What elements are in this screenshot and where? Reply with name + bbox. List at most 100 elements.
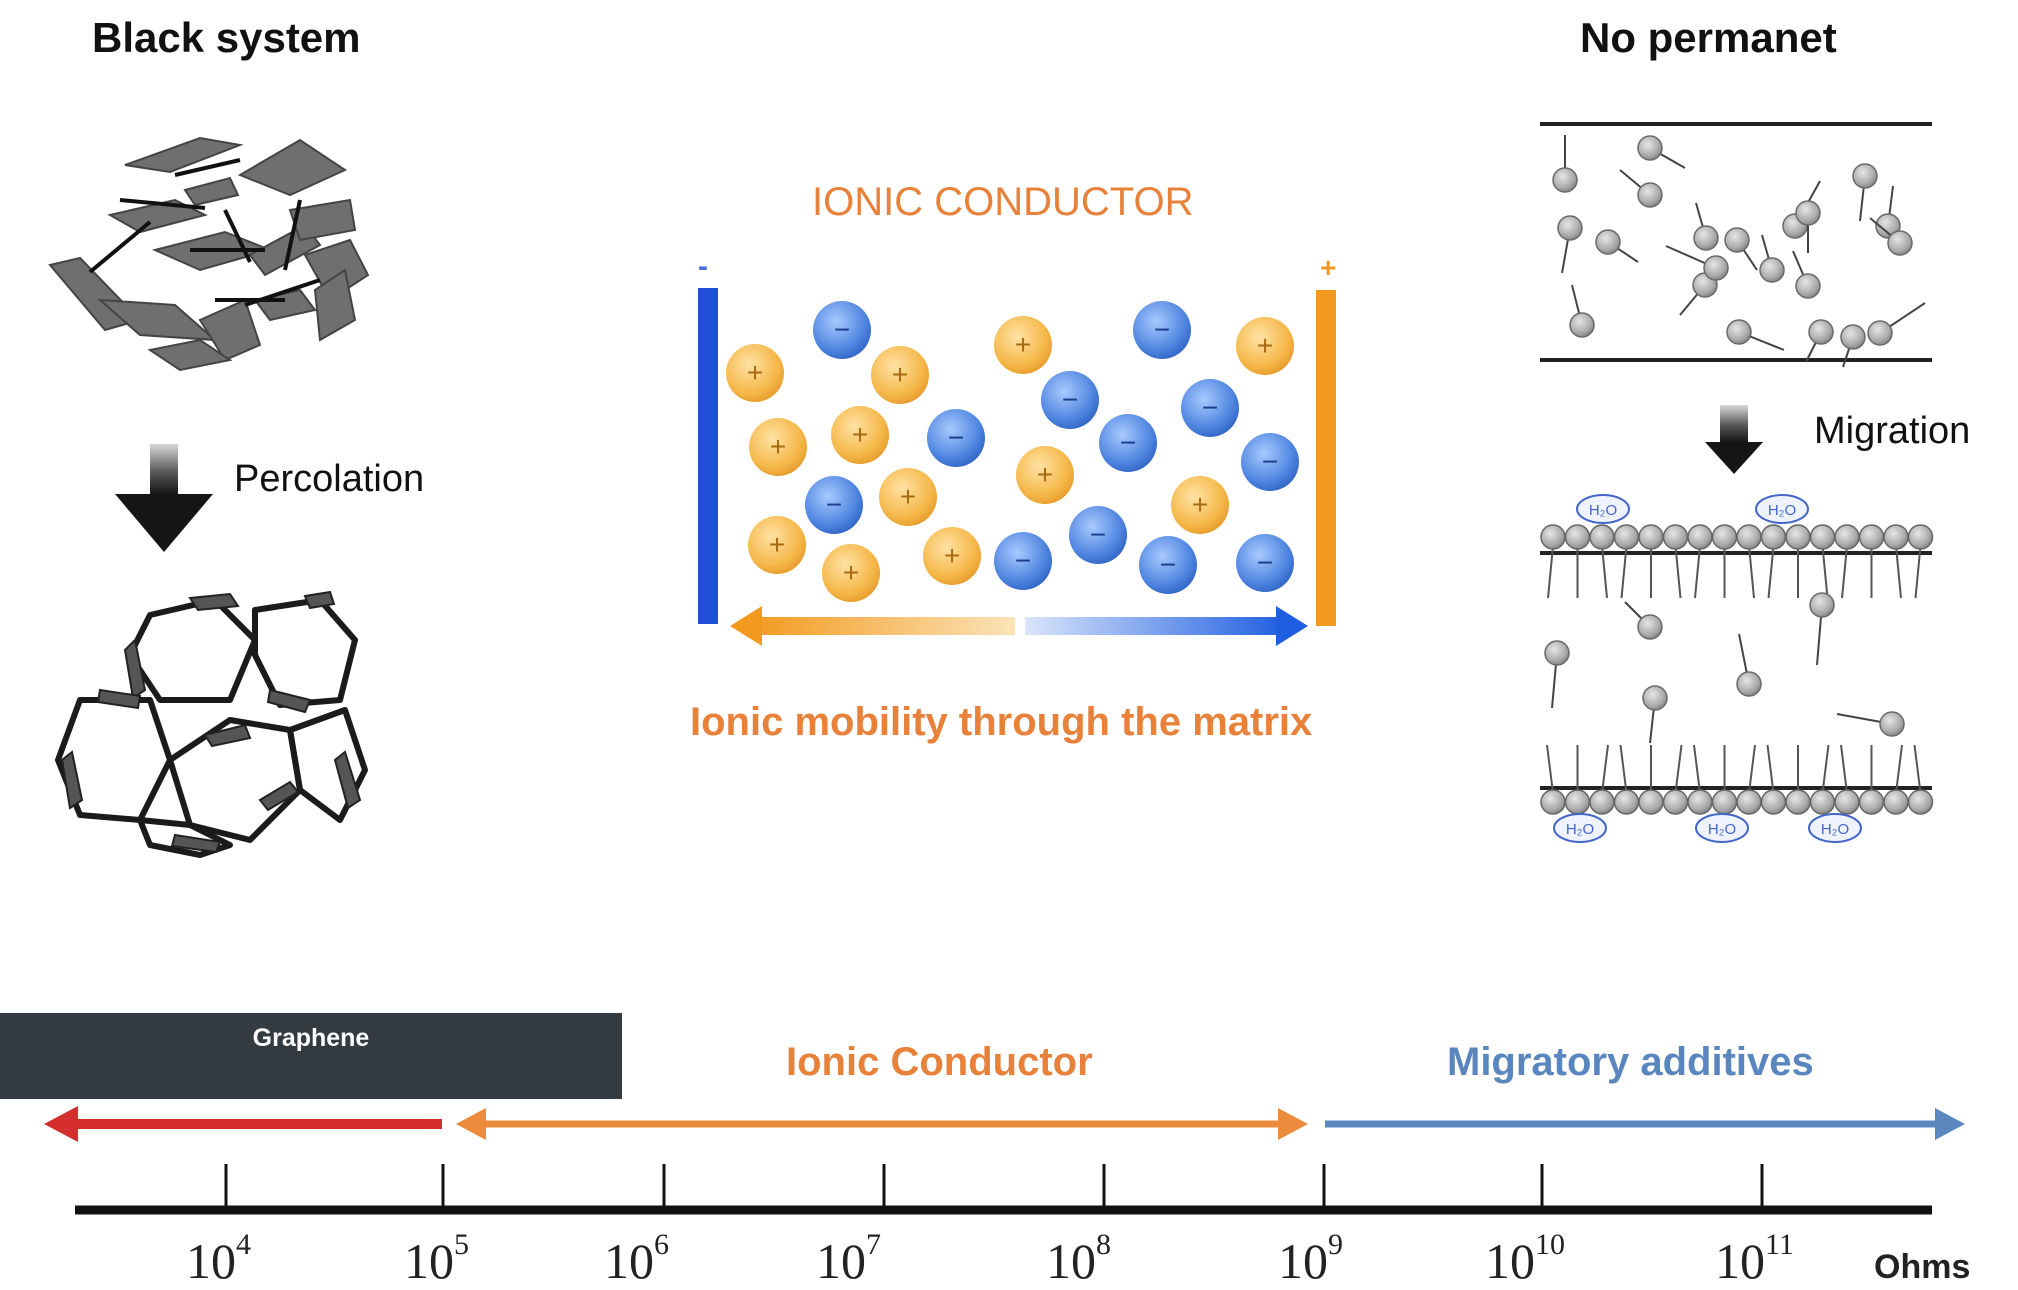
- surface-molecule: [1809, 524, 1836, 599]
- anion: −: [813, 301, 871, 359]
- negative-sign: -: [698, 250, 708, 283]
- migration-arrow: [1705, 405, 1763, 474]
- surface-molecule: [1613, 744, 1640, 815]
- anion: −: [1139, 536, 1197, 594]
- anion: −: [1099, 414, 1157, 472]
- graphene-range-arrow: [44, 1106, 442, 1142]
- surface-molecule: [1736, 744, 1762, 815]
- anion: −: [1069, 506, 1127, 564]
- surface-molecule: [1883, 744, 1909, 815]
- scale-tick-label: 108: [1046, 1228, 1111, 1289]
- additive-molecule: [1840, 324, 1866, 368]
- svg-text:−: −: [1120, 427, 1136, 458]
- scale-tick-label: 109: [1278, 1228, 1343, 1289]
- ionic-conductor-title: IONIC CONDUCTOR: [812, 180, 1194, 224]
- surface-molecule: [1785, 745, 1811, 815]
- surface-molecule: [1711, 524, 1738, 598]
- surface-molecule: [1907, 524, 1934, 599]
- ohms-unit-label: Ohms: [1874, 1248, 1971, 1286]
- additive-molecule: [1836, 711, 1905, 737]
- ionic-mobility-caption: Ionic mobility through the matrix: [690, 700, 1313, 744]
- additive-molecule: [1544, 640, 1570, 709]
- anion: −: [1181, 379, 1239, 437]
- additive-molecule: [1736, 633, 1762, 697]
- additive-molecule: [1624, 601, 1663, 640]
- migration-label: Migration: [1814, 410, 1971, 452]
- cation: +: [749, 418, 807, 476]
- scale-ticks: [224, 1164, 1764, 1210]
- svg-text:+: +: [892, 359, 908, 390]
- ions-group: + ++ ++ +++++++− −− −− −−−−− − −: [726, 301, 1299, 602]
- surface-molecule: [1785, 524, 1811, 598]
- additive-molecule: [1569, 284, 1595, 338]
- additive-molecule: [1726, 319, 1785, 351]
- svg-text:+: +: [747, 357, 763, 388]
- mobility-right-arrow: [1025, 606, 1308, 646]
- surface-molecule: [1662, 524, 1689, 599]
- surface-molecule-layers: [1540, 524, 1934, 815]
- anion: −: [1236, 534, 1294, 592]
- surface-molecule: [1589, 744, 1615, 815]
- additive-molecule: [1869, 217, 1913, 256]
- positive-electrode: [1316, 290, 1336, 626]
- svg-text:−: −: [826, 489, 842, 520]
- svg-text:+: +: [843, 557, 859, 588]
- additive-molecule: [1867, 302, 1926, 346]
- svg-text:+: +: [769, 529, 785, 560]
- scale-tick-label: 104: [186, 1228, 251, 1289]
- cation: +: [994, 316, 1052, 374]
- anion: −: [805, 476, 863, 534]
- surface-molecule: [1540, 744, 1566, 815]
- surface-molecule: [1687, 744, 1713, 815]
- svg-text:−: −: [1160, 549, 1176, 580]
- dispersed-sticks: [88, 158, 321, 307]
- additive-molecule: [1637, 135, 1686, 169]
- cation: +: [831, 406, 889, 464]
- svg-text:+: +: [770, 431, 786, 462]
- svg-text:H₂O: H₂O: [1708, 821, 1736, 838]
- water-badge: H₂O: [1576, 494, 1630, 524]
- cation: +: [1236, 317, 1294, 375]
- additive-molecule: [1619, 169, 1663, 208]
- cation: +: [871, 346, 929, 404]
- surface-molecule: [1687, 524, 1713, 599]
- scale-tick-label: 107: [816, 1228, 881, 1289]
- water-badge: H₂O: [1755, 494, 1809, 524]
- cation: +: [1016, 446, 1074, 504]
- svg-text:+: +: [1192, 489, 1208, 520]
- svg-text:−: −: [1257, 547, 1273, 578]
- scale-tick-label: 1010: [1485, 1228, 1565, 1289]
- anion: −: [1241, 433, 1299, 491]
- additive-molecule: [1642, 685, 1668, 744]
- black-system-title: Black system: [92, 14, 361, 61]
- svg-text:−: −: [834, 314, 850, 345]
- surface-molecule: [1760, 524, 1787, 599]
- svg-text:−: −: [1154, 314, 1170, 345]
- negative-electrode: [698, 288, 718, 624]
- migratory-range-arrow: [1325, 1108, 1965, 1140]
- water-badge: H₂O: [1808, 813, 1862, 843]
- svg-text:+: +: [900, 481, 916, 512]
- additive-molecule: [1759, 234, 1785, 283]
- svg-text:−: −: [1062, 384, 1078, 415]
- surface-molecule: [1564, 745, 1591, 815]
- additive-molecule: [1665, 245, 1729, 281]
- additive-molecule: [1693, 202, 1719, 251]
- additive-molecule: [1724, 227, 1758, 271]
- cation: +: [822, 544, 880, 602]
- cation: +: [1171, 476, 1229, 534]
- ionic-range-arrow: [456, 1108, 1308, 1140]
- surface-molecule: [1760, 744, 1787, 815]
- ionic-conductor-scale-label: Ionic Conductor: [786, 1040, 1093, 1084]
- water-badge: H₂O: [1553, 813, 1607, 843]
- additive-molecule: [1595, 229, 1639, 263]
- svg-text:H₂O: H₂O: [1566, 821, 1594, 838]
- surface-molecule: [1736, 524, 1762, 599]
- svg-text:H₂O: H₂O: [1821, 821, 1849, 838]
- additive-molecule: [1795, 200, 1821, 253]
- surface-molecule: [1858, 524, 1885, 598]
- svg-text:−: −: [1090, 519, 1106, 550]
- cation: +: [923, 527, 981, 585]
- dispersed-molecules: [1552, 135, 1926, 368]
- svg-text:H₂O: H₂O: [1589, 502, 1617, 519]
